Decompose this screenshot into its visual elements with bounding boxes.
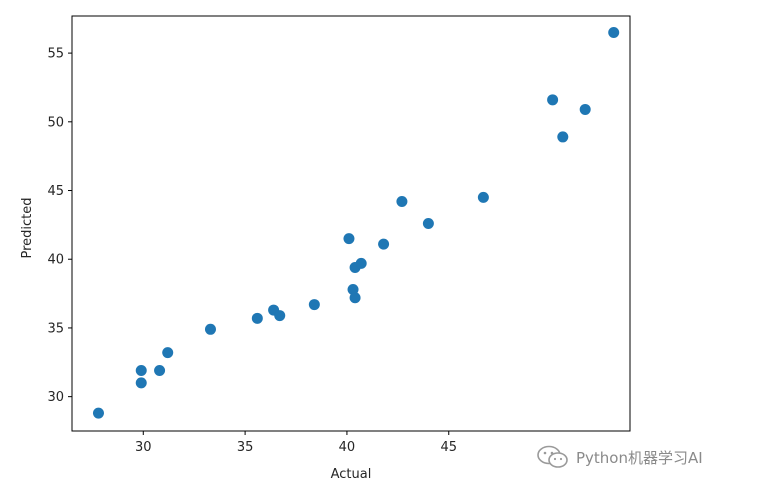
data-point — [347, 283, 359, 295]
data-point — [274, 310, 286, 322]
data-point — [135, 377, 147, 389]
data-point — [154, 365, 166, 377]
y-tick-label: 35 — [47, 321, 64, 336]
x-axis-ticks: 30 35 40 45 — [135, 431, 457, 455]
data-point — [162, 347, 174, 359]
data-point — [204, 323, 216, 335]
data-point — [355, 257, 367, 269]
data-point — [608, 26, 620, 38]
y-tick-label: 30 — [47, 390, 64, 405]
data-point — [349, 292, 361, 304]
data-point — [579, 103, 591, 115]
wechat-icon — [537, 445, 568, 468]
plot-area — [71, 15, 631, 432]
data-point — [343, 233, 355, 245]
data-point — [547, 94, 559, 106]
data-point — [135, 365, 147, 377]
data-point — [251, 312, 263, 324]
watermark: Python机器学习AI — [536, 445, 703, 469]
data-point — [422, 218, 434, 229]
y-tick-label: 45 — [47, 184, 64, 199]
y-tick-label: 40 — [47, 253, 64, 268]
data-point — [396, 196, 408, 208]
y-tick-label: 50 — [47, 115, 64, 130]
x-tick-label: 35 — [237, 440, 254, 455]
watermark-text: Python机器学习AI — [576, 448, 703, 467]
data-points — [92, 26, 620, 419]
y-tick-label: 55 — [47, 47, 64, 62]
x-tick-label: 45 — [440, 440, 457, 455]
data-point — [92, 407, 104, 419]
y-axis-label: Predicted — [20, 197, 35, 258]
data-point — [557, 131, 569, 143]
y-axis-ticks: 30 35 40 45 50 55 — [47, 47, 72, 405]
data-point — [308, 299, 320, 311]
x-tick-label: 30 — [135, 440, 152, 455]
x-tick-label: 40 — [339, 440, 356, 455]
x-axis-label: Actual — [331, 467, 372, 482]
data-point — [477, 191, 489, 203]
data-point — [378, 238, 390, 250]
